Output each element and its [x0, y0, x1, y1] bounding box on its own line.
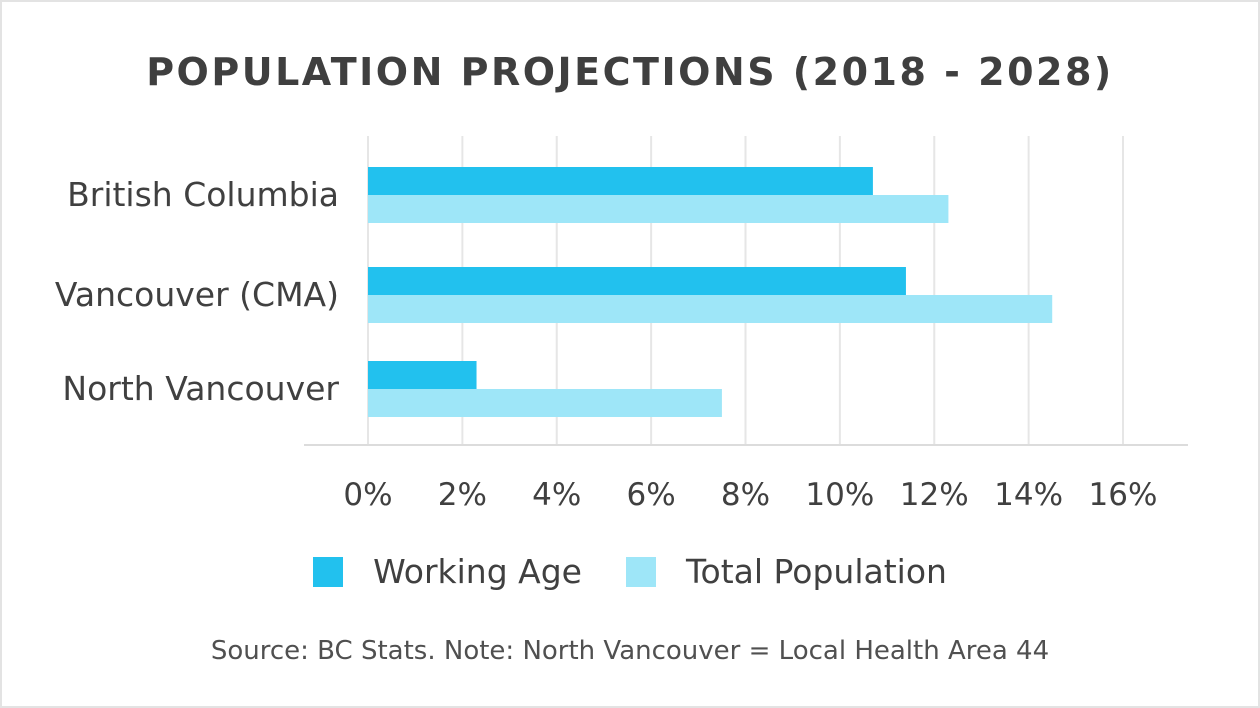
x-axis-ticks: 0% 2% 4% 6% 8% 10% 12% 14% 16%	[343, 477, 1157, 513]
legend-label-working-age: Working Age	[373, 552, 582, 591]
category-label: North Vancouver	[62, 369, 339, 408]
x-tick-label: 16%	[1089, 477, 1158, 513]
legend-swatch-working-age	[313, 556, 344, 587]
bar-total-population	[368, 295, 1053, 323]
bar-total-population	[368, 195, 949, 223]
category-labels: British Columbia Vancouver (CMA) North Van…	[55, 175, 340, 408]
x-tick-label: 0%	[343, 477, 392, 513]
bar-working-age	[368, 267, 906, 295]
bar-working-age	[368, 167, 873, 195]
x-tick-label: 10%	[805, 477, 874, 513]
x-tick-label: 2%	[438, 477, 487, 513]
x-tick-label: 14%	[994, 477, 1063, 513]
legend-item-total-population: Total Population	[625, 552, 947, 591]
category-label: Vancouver (CMA)	[55, 275, 339, 314]
source-note: Source: BC Stats. Note: North Vancouver …	[210, 636, 1050, 666]
bar-working-age	[368, 361, 477, 389]
bars	[368, 167, 1053, 417]
x-tick-label: 12%	[900, 477, 969, 513]
legend: Working Age Total Population	[0, 552, 1260, 591]
legend-item-working-age: Working Age	[313, 552, 582, 591]
legend-swatch-total-population	[625, 556, 656, 587]
x-tick-label: 8%	[721, 477, 770, 513]
legend-label-total-population: Total Population	[685, 552, 947, 591]
x-tick-label: 6%	[627, 477, 676, 513]
bar-total-population	[368, 389, 722, 417]
category-label: British Columbia	[67, 175, 339, 214]
chart-title: POPULATION PROJECTIONS (2018 - 2028)	[146, 50, 1114, 94]
x-tick-label: 4%	[532, 477, 581, 513]
